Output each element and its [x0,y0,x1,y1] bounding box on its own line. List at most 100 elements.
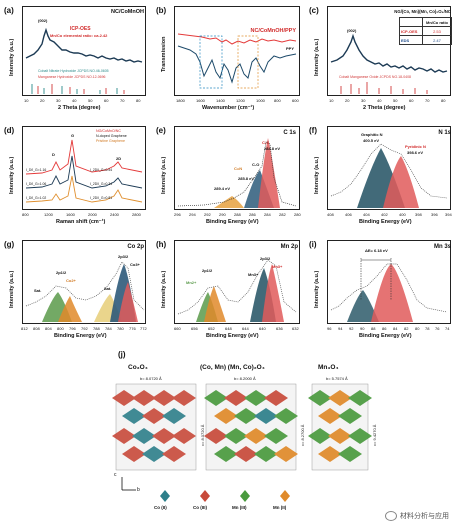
x-tick: 396 [431,212,438,217]
peak-annotation: Co2+ [66,278,76,283]
x-tick: 398 [415,212,422,217]
lattice-c: c= 8.2700 Å [300,424,305,446]
x-tick: 394 [445,212,452,217]
x-tick: 1400 [216,98,225,103]
panel-j: (j) Co₃O₄ (Co, Mn) (Mn, Co)₂O₄ Mn₃O₄ b= … [0,346,457,525]
xps-c1s-e [177,138,297,208]
panel-f: (f) N 1s Graphitic N 400.5 eV Pyridinic … [305,118,457,230]
peak-annotation: ΔE= 6.18 eV [365,248,388,253]
x-axis-label: Wavenumber (cm⁻¹) [202,105,255,111]
ratio-label: I_2D/I_G=0.81 [90,196,113,200]
ratio-label: I_D/I_G=1.06 [26,182,47,186]
panel-label: (h) [156,240,167,249]
x-tick: 280 [294,212,301,217]
x-tick: 632 [292,326,299,331]
structure-title: (Co, Mn) (Mn, Co)₂O₄ [200,364,265,371]
x-tick: 792 [81,326,88,331]
peak-annotation: C=N [234,166,243,171]
ftir-spectra-b [177,33,297,89]
lattice-b: b= 8.2000 Å [234,376,256,381]
x-tick: 94 [338,326,343,331]
ref-2: Manganese Hydroxide JCPDS NO.12-0696 [38,75,106,79]
peak-annotation: Sat. [34,288,42,293]
ratio-table: Mn/Co ratio ICP-OES 2.53 EDS 2.47 [399,17,452,45]
x-tick: 290 [219,212,226,217]
panel-b: (b) NC/CoMnOH/PPY PPY Transmission 1800 … [152,0,304,118]
x-tick: 80 [441,98,446,103]
x-tick: 788 [93,326,100,331]
xps-mn2p-h [177,259,297,322]
x-tick: 812 [21,326,28,331]
x-tick: 294 [189,212,196,217]
x-tick: 772 [140,326,147,331]
legend-co2-swatch [160,490,170,502]
plot-frame [174,6,300,96]
x-tick: 640 [259,326,266,331]
x-axis-label: 2 Theta (degree) [363,105,406,111]
x-tick: 60 [409,98,414,103]
x-tick: 784 [105,326,112,331]
x-tick: 92 [349,326,354,331]
x-tick: 296 [174,212,181,217]
x-tick: 286 [249,212,256,217]
wechat-icon [385,511,397,521]
x-tick: 1200 [44,212,53,217]
x-tick: 96 [327,326,332,331]
x-tick: 400 [399,212,406,217]
y-axis-label: Intensity (a.u.) [9,270,15,308]
panel-i: (i) Mn 3s ΔE= 6.18 eV Intensity (a.u.) 9… [305,232,457,344]
lattice-b: b= 5.7574 Å [326,376,348,381]
y-axis-label: Intensity (a.u.) [161,270,167,308]
table-cell: EDS [399,35,423,45]
panel-label: (e) [156,126,166,135]
ref-label: Cobalt Manganese Oxide JCPDS NO.18-0408 [339,75,411,79]
y-axis-label: Intensity (a.u.) [314,38,320,76]
x-tick: 2000 [88,212,97,217]
x-tick: 78 [425,326,430,331]
peak-annotation: C-C [262,140,270,145]
x-tick: 800 [22,212,29,217]
peak-annotation: 400.5 eV [363,138,380,143]
panel-label: (i) [309,240,317,249]
crystal-mn3o4 [308,383,372,471]
axis-label: b [137,487,140,493]
peak-annotation: 2p3/2 [260,256,271,261]
peak-annotation: 285.8 eV [238,176,255,181]
lattice-c: c= 9.4270 Å [372,424,377,446]
panel-title: Mn 2p [280,244,298,250]
x-tick: 652 [208,326,215,331]
xrd-pattern-a [25,27,143,94]
table-cell: 2.53 [422,26,452,36]
structure-title: Mn₃O₄ [318,364,339,371]
x-tick: 648 [225,326,232,331]
x-tick: 402 [381,212,388,217]
legend-label: Mn (III) [232,505,247,510]
x-tick: 800 [274,98,281,103]
x-tick: 656 [191,326,198,331]
x-tick: 82 [404,326,409,331]
x-tick: 660 [174,326,181,331]
x-tick: 70 [120,98,125,103]
legend-mn2-swatch [280,490,290,502]
panel-label: (j) [118,350,126,359]
panel-title: NC/CoMnOH/PPY [250,28,296,34]
peak-label: (002) [347,28,357,33]
peak-annotation: 2p3/2 [118,254,129,259]
y-axis-label: Intensity (a.u.) [314,156,320,194]
lattice-b: b= 8.0720 Å [140,376,162,381]
x-tick: 10 [329,98,334,103]
panel-title: Co 2p [127,244,144,250]
x-tick: 50 [393,98,398,103]
axis-label: c [114,472,117,478]
x-tick: 1200 [236,98,245,103]
x-tick: 776 [129,326,136,331]
x-axis-label: Binding Energy (eV) [359,219,412,225]
ratio-label: Mn/Co elemental ratio: ca.2.42 [50,33,108,38]
panel-label: (b) [156,6,167,15]
x-axis-label: Binding Energy (eV) [359,333,412,339]
panel-title: NC/CoMnOH [111,9,144,15]
ref-1: Cobalt Nitrate Hydroxide JCPDS NO.46-060… [38,69,109,73]
xps-n1s-f [330,143,448,208]
x-tick: 90 [360,326,365,331]
panel-h: (h) Mn 2p 2p1/2 2p3/2 Mn2+ Mn3+ Mn3+ Int… [152,232,304,344]
